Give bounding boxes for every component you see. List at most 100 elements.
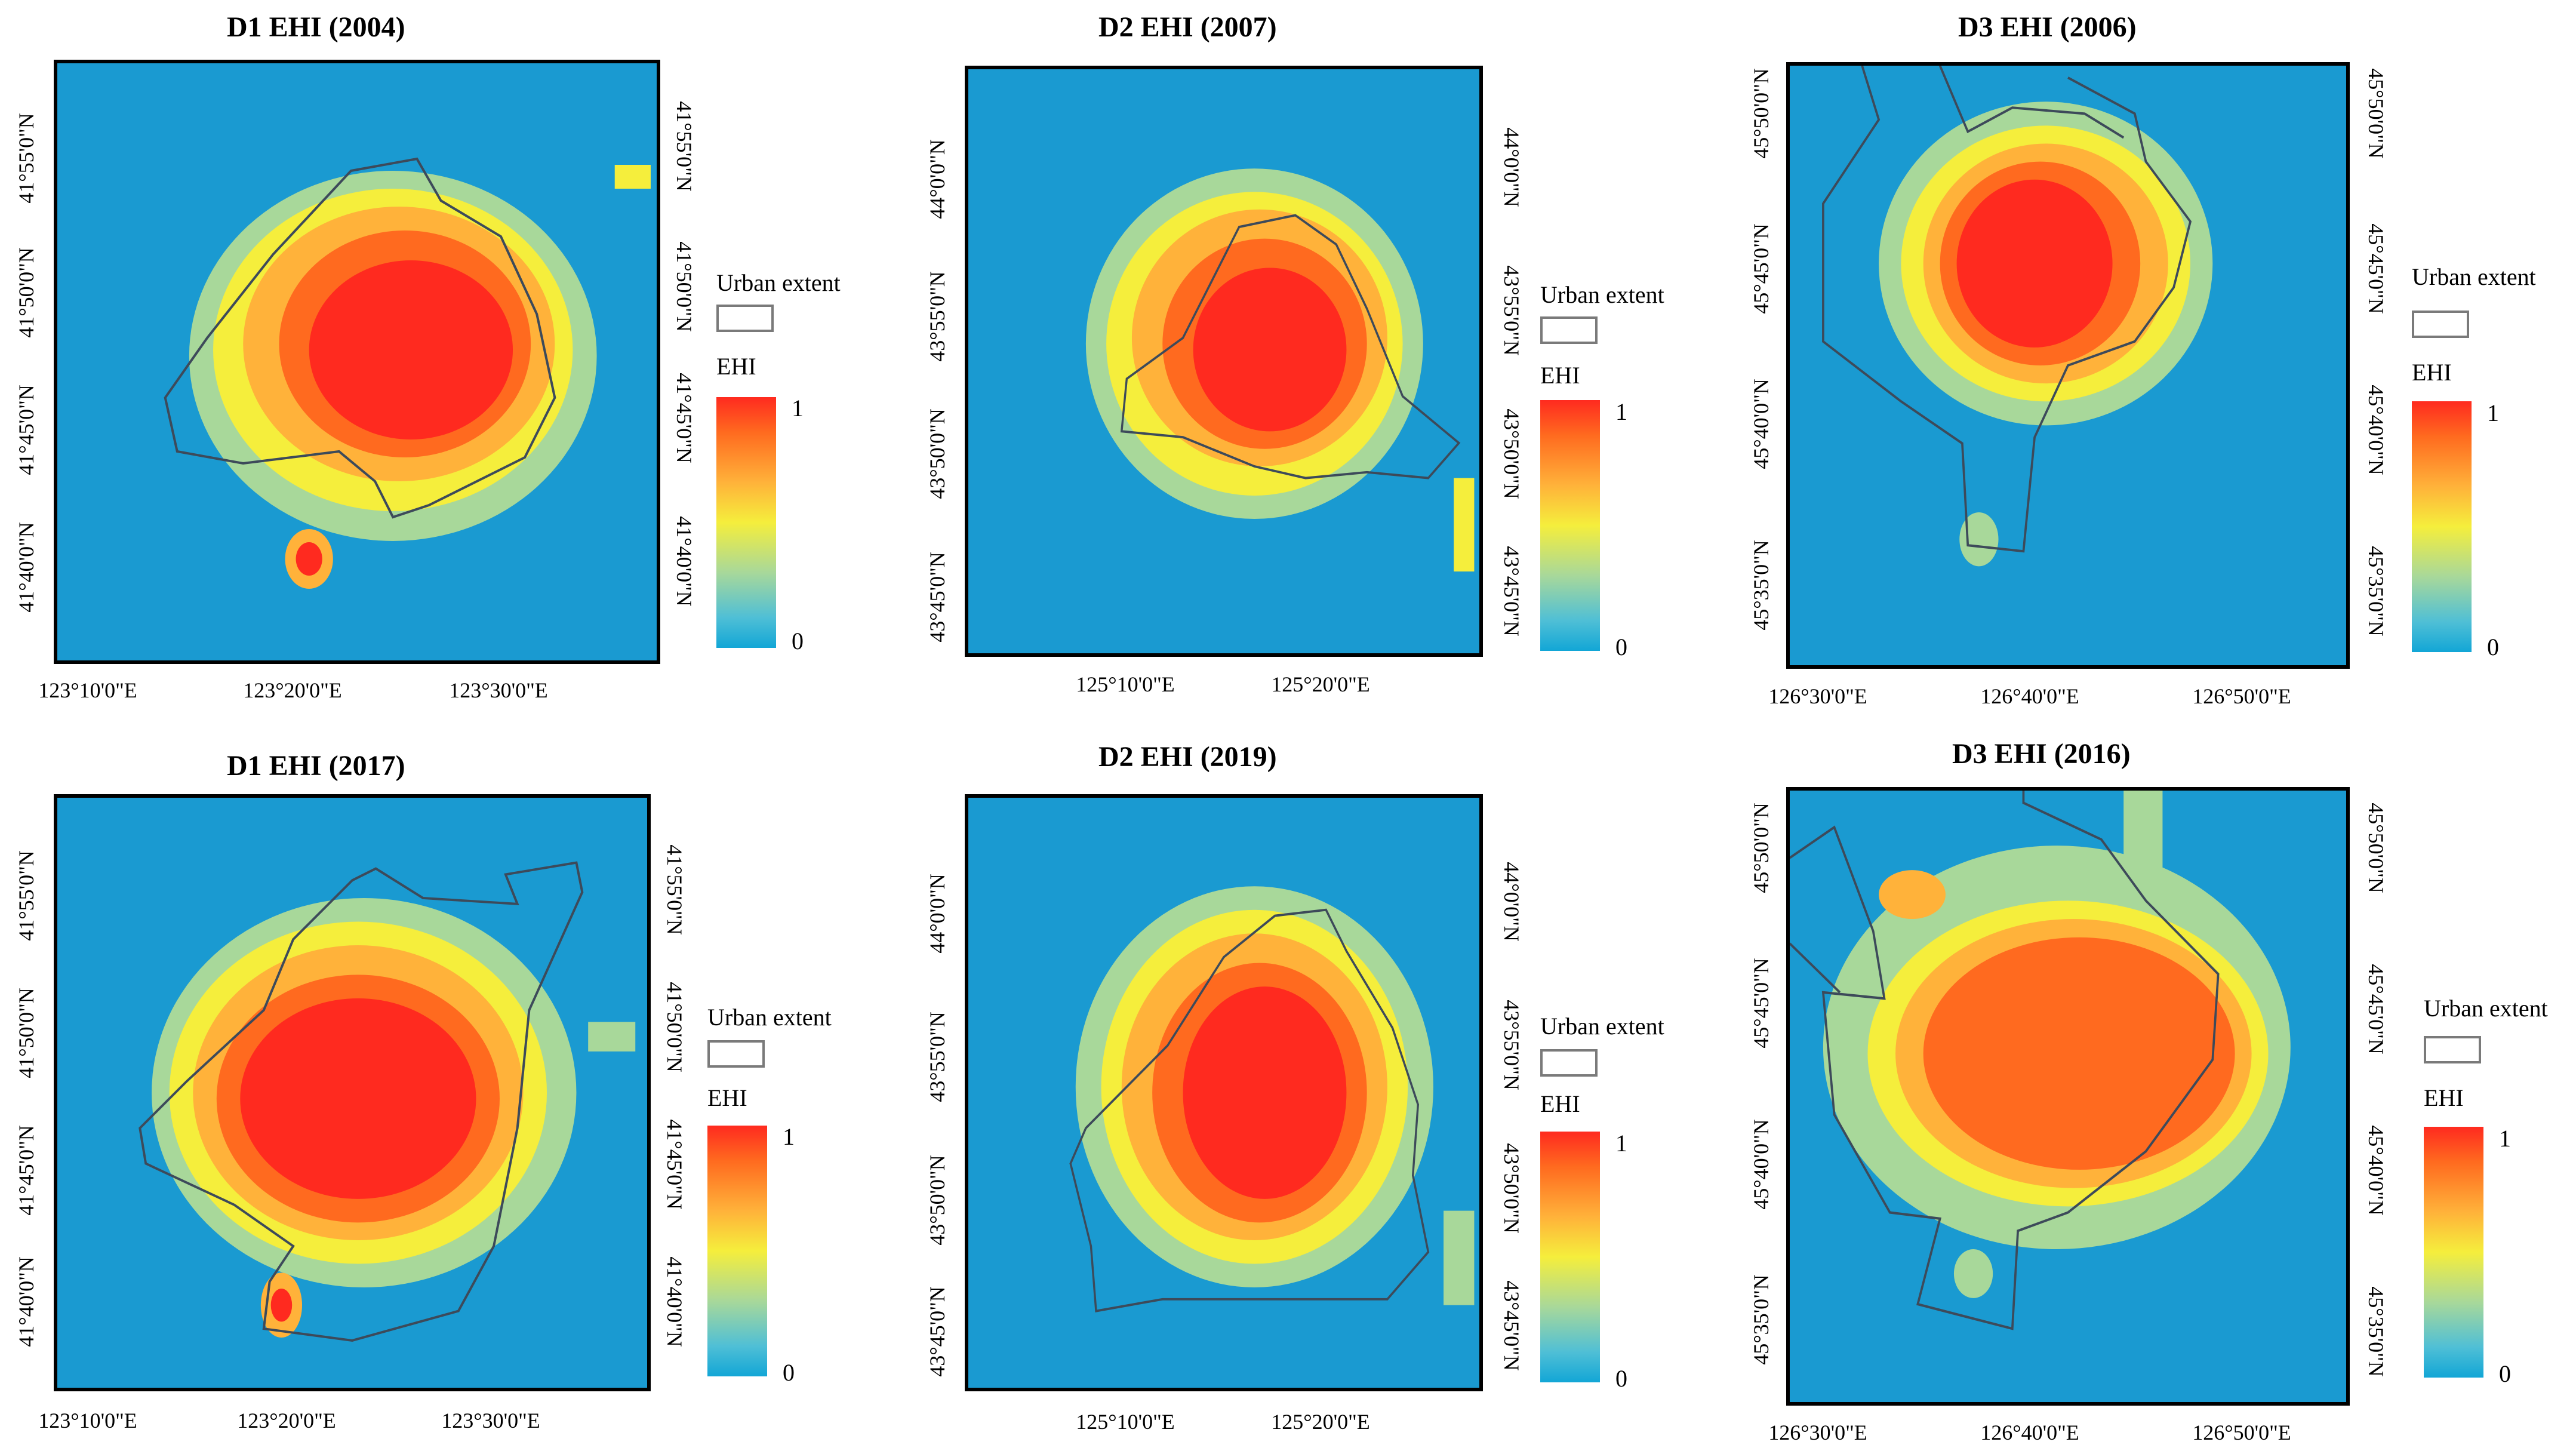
ehi-colorbar <box>707 1126 767 1376</box>
urban-extent-label: Urban extent <box>2424 995 2548 1022</box>
urban-extent-swatch <box>2412 311 2469 338</box>
ehi-colorbar <box>716 397 776 648</box>
lat-label: 41°50'0"N <box>672 241 696 332</box>
panel-title-d1-2017: D1 EHI (2017) <box>227 750 405 782</box>
lat-label: 43°55'0"N <box>925 271 949 362</box>
ehi-max-label: 1 <box>2487 399 2499 426</box>
ehi-min-label: 0 <box>783 1359 795 1386</box>
lon-label: 123°10'0"E <box>38 678 137 702</box>
lat-label: 43°50'0"N <box>925 408 949 499</box>
lat-label: 45°40'0"N <box>2364 385 2388 475</box>
urban-extent-boundary <box>1069 908 1430 1312</box>
lon-label: 125°20'0"E <box>1271 1410 1370 1434</box>
ehi-colorbar <box>2412 401 2472 652</box>
ehi-min-label: 0 <box>792 628 804 654</box>
lat-label: 41°40'0"N <box>14 522 38 613</box>
lon-label: 125°20'0"E <box>1271 672 1370 696</box>
lat-label: 45°50'0"N <box>2364 803 2388 893</box>
urban-extent-swatch <box>1540 316 1598 344</box>
ehi-min-label: 0 <box>2499 1360 2511 1387</box>
ehi-max-label: 1 <box>1615 1130 1627 1157</box>
map-d3-2016 <box>1786 787 2350 1406</box>
ehi-label: EHI <box>2412 359 2452 386</box>
urban-extent-swatch <box>707 1040 765 1068</box>
lat-label: 44°0'0"N <box>925 874 949 954</box>
lon-label: 123°30'0"E <box>441 1409 540 1433</box>
lat-label: 43°55'0"N <box>1500 265 1524 356</box>
lon-label: 126°30'0"E <box>1768 684 1867 708</box>
ehi-colorbar <box>1540 1132 1600 1382</box>
lat-label: 45°50'0"N <box>2364 68 2388 159</box>
lat-label: 41°40'0"N <box>663 1256 687 1347</box>
lat-label: 45°40'0"N <box>1749 379 1773 469</box>
heat-blobs <box>1075 886 1475 1305</box>
panel-title-d3-2016: D3 EHI (2016) <box>1952 738 2131 770</box>
lat-label: 43°50'0"N <box>1500 408 1524 499</box>
ehi-max-label: 1 <box>2499 1125 2511 1152</box>
lat-label: 43°45'0"N <box>1500 546 1524 637</box>
map-d3-2006 <box>1786 62 2350 669</box>
heat-blobs <box>189 165 651 589</box>
lat-label: 41°50'0"N <box>663 982 687 1072</box>
lat-label: 43°50'0"N <box>1500 1143 1524 1234</box>
lon-label: 126°30'0"E <box>1768 1421 1867 1444</box>
ehi-max-label: 1 <box>1615 398 1627 425</box>
heat-blobs <box>1879 102 2213 567</box>
lat-label: 44°0'0"N <box>925 139 949 219</box>
urban-extent-label: Urban extent <box>707 1004 832 1031</box>
ehi-label: EHI <box>707 1084 747 1111</box>
lon-label: 123°10'0"E <box>38 1409 137 1433</box>
lat-label: 45°40'0"N <box>2364 1125 2388 1216</box>
lat-label: 45°35'0"N <box>2364 546 2388 637</box>
lat-label: 43°45'0"N <box>1500 1280 1524 1371</box>
urban-extent-swatch <box>716 305 774 332</box>
ehi-max-label: 1 <box>792 395 804 422</box>
urban-extent-boundary <box>139 861 584 1342</box>
lat-label: 45°35'0"N <box>1749 540 1773 631</box>
ehi-colorbar <box>1540 400 1600 651</box>
urban-extent-swatch <box>2424 1036 2481 1063</box>
ehi-min-label: 0 <box>1615 1365 1627 1392</box>
heat-blobs <box>1823 791 2291 1298</box>
lat-label: 41°40'0"N <box>672 516 696 607</box>
lat-label: 41°55'0"N <box>14 113 38 204</box>
lat-label: 45°35'0"N <box>2364 1286 2388 1377</box>
lat-label: 45°50'0"N <box>1749 803 1773 893</box>
lat-label: 43°45'0"N <box>925 1286 949 1377</box>
lon-label: 123°30'0"E <box>449 678 548 702</box>
ehi-label: EHI <box>1540 362 1580 389</box>
urban-extent-boundary <box>1790 791 2220 1330</box>
lat-label: 41°45'0"N <box>14 385 38 475</box>
lon-label: 126°50'0"E <box>2192 1421 2291 1444</box>
lat-label: 43°55'0"N <box>925 1012 949 1102</box>
ehi-min-label: 0 <box>1615 634 1627 660</box>
lon-label: 123°20'0"E <box>237 1409 336 1433</box>
map-d2-2019 <box>965 794 1483 1391</box>
lat-label: 41°55'0"N <box>14 850 38 941</box>
lat-label: 44°0'0"N <box>1500 862 1524 942</box>
lon-label: 123°20'0"E <box>243 678 342 702</box>
lon-label: 126°40'0"E <box>1980 1421 2079 1444</box>
urban-extent-label: Urban extent <box>1540 281 1664 308</box>
lat-label: 41°45'0"N <box>672 373 696 463</box>
map-d1-2004 <box>54 60 660 664</box>
lon-label: 126°40'0"E <box>1980 684 2079 708</box>
lat-label: 43°50'0"N <box>925 1155 949 1246</box>
map-d2-2007 <box>965 66 1483 657</box>
ehi-colorbar <box>2424 1127 2483 1378</box>
lon-label: 125°10'0"E <box>1076 672 1175 696</box>
lon-label: 126°50'0"E <box>2192 684 2291 708</box>
urban-extent-label: Urban extent <box>716 269 841 296</box>
panel-title-d3-2006: D3 EHI (2006) <box>1958 11 2137 43</box>
heat-blobs <box>152 897 636 1338</box>
lat-label: 41°50'0"N <box>14 988 38 1078</box>
lat-label: 41°45'0"N <box>14 1125 38 1216</box>
lat-label: 45°50'0"N <box>1749 68 1773 159</box>
lat-label: 45°40'0"N <box>1749 1119 1773 1210</box>
urban-extent-label: Urban extent <box>2412 263 2536 290</box>
urban-extent-boundary <box>1120 214 1461 479</box>
ehi-max-label: 1 <box>783 1123 795 1150</box>
ehi-label: EHI <box>1540 1090 1580 1117</box>
lon-label: 125°10'0"E <box>1076 1410 1175 1434</box>
lat-label: 45°45'0"N <box>1749 223 1773 314</box>
